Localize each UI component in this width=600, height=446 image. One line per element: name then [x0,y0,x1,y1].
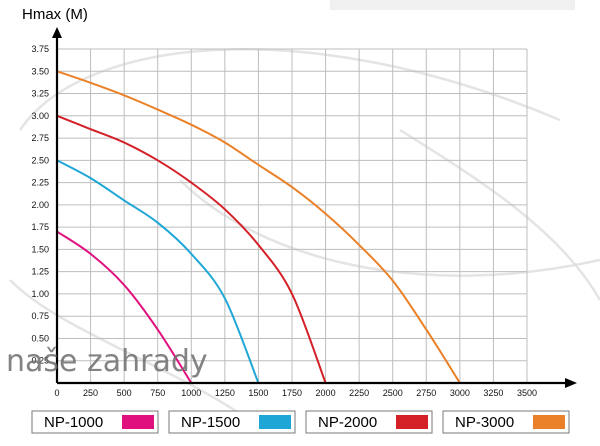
y-tick-label: 3.50 [31,66,49,76]
series-curves [56,70,461,384]
tick-labels: 0 250 500 750 1000 1250 1500 1750 2000 2250 2500 27… [31,44,537,398]
x-axis-arrow [565,378,577,388]
series-line-np-2000 [56,114,327,384]
legend-swatch [533,415,565,429]
x-tick-label: 250 [83,388,98,398]
x-tick-label: 3000 [450,388,470,398]
y-tick-label: 0.25 [31,356,49,366]
x-tick-label: 750 [150,388,165,398]
series-line-np-1000 [56,230,193,384]
legend-swatch [122,415,154,429]
y-tick-label: 1.50 [31,244,49,254]
legend-label: NP-1000 [44,414,103,431]
y-tick-label: 3.00 [31,111,49,121]
x-tick-label: 2250 [349,388,369,398]
y-tick-label: 2.00 [31,200,49,210]
axes [52,27,577,388]
x-tick-label: 500 [117,388,132,398]
legend-swatch [259,415,291,429]
x-tick-label: 1250 [215,388,235,398]
grid [57,48,528,383]
legend-label: NP-2000 [318,414,377,431]
y-axis-title: Hmax (M) [22,6,88,23]
y-tick-label: 1.75 [31,222,49,232]
y-tick-label: 1.00 [31,289,49,299]
y-tick-label: 2.75 [31,133,49,143]
x-tick-label: 3250 [483,388,503,398]
legend-entry-np-2000: NP-2000 [305,410,433,434]
y-tick-label: 0.75 [31,311,49,321]
x-tick-label: 1750 [282,388,302,398]
x-tick-label: 3500 [517,388,537,398]
legend: NP-1000 NP-1500 NP-2000 NP-3000 [31,410,570,434]
x-tick-label: 2750 [416,388,436,398]
legend-entry-np-1000: NP-1000 [31,410,159,434]
series-line-np-1500 [56,159,260,384]
watermark-logo: naše zahrady [6,344,208,379]
y-tick-label: 3.75 [31,44,49,54]
series-line-np-3000 [56,70,461,384]
x-tick-label: 2000 [316,388,336,398]
y-tick-label: 1.25 [31,267,49,277]
y-tick-label: 2.50 [31,155,49,165]
x-tick-label: 2500 [383,388,403,398]
y-axis-arrow [52,27,62,38]
x-tick-label: 1000 [181,388,201,398]
legend-label: NP-3000 [455,414,514,431]
background-arcs [9,0,600,422]
y-tick-label: 2.25 [31,178,49,188]
y-tick-label: 3.25 [31,89,49,99]
legend-swatch [396,415,428,429]
x-tick-label: 1500 [248,388,268,398]
legend-label: NP-1500 [181,414,240,431]
y-tick-label: 0.50 [31,333,49,343]
legend-entry-np-1500: NP-1500 [168,410,296,434]
x-tick-label: 0 [54,388,59,398]
legend-entry-np-3000: NP-3000 [442,410,570,434]
